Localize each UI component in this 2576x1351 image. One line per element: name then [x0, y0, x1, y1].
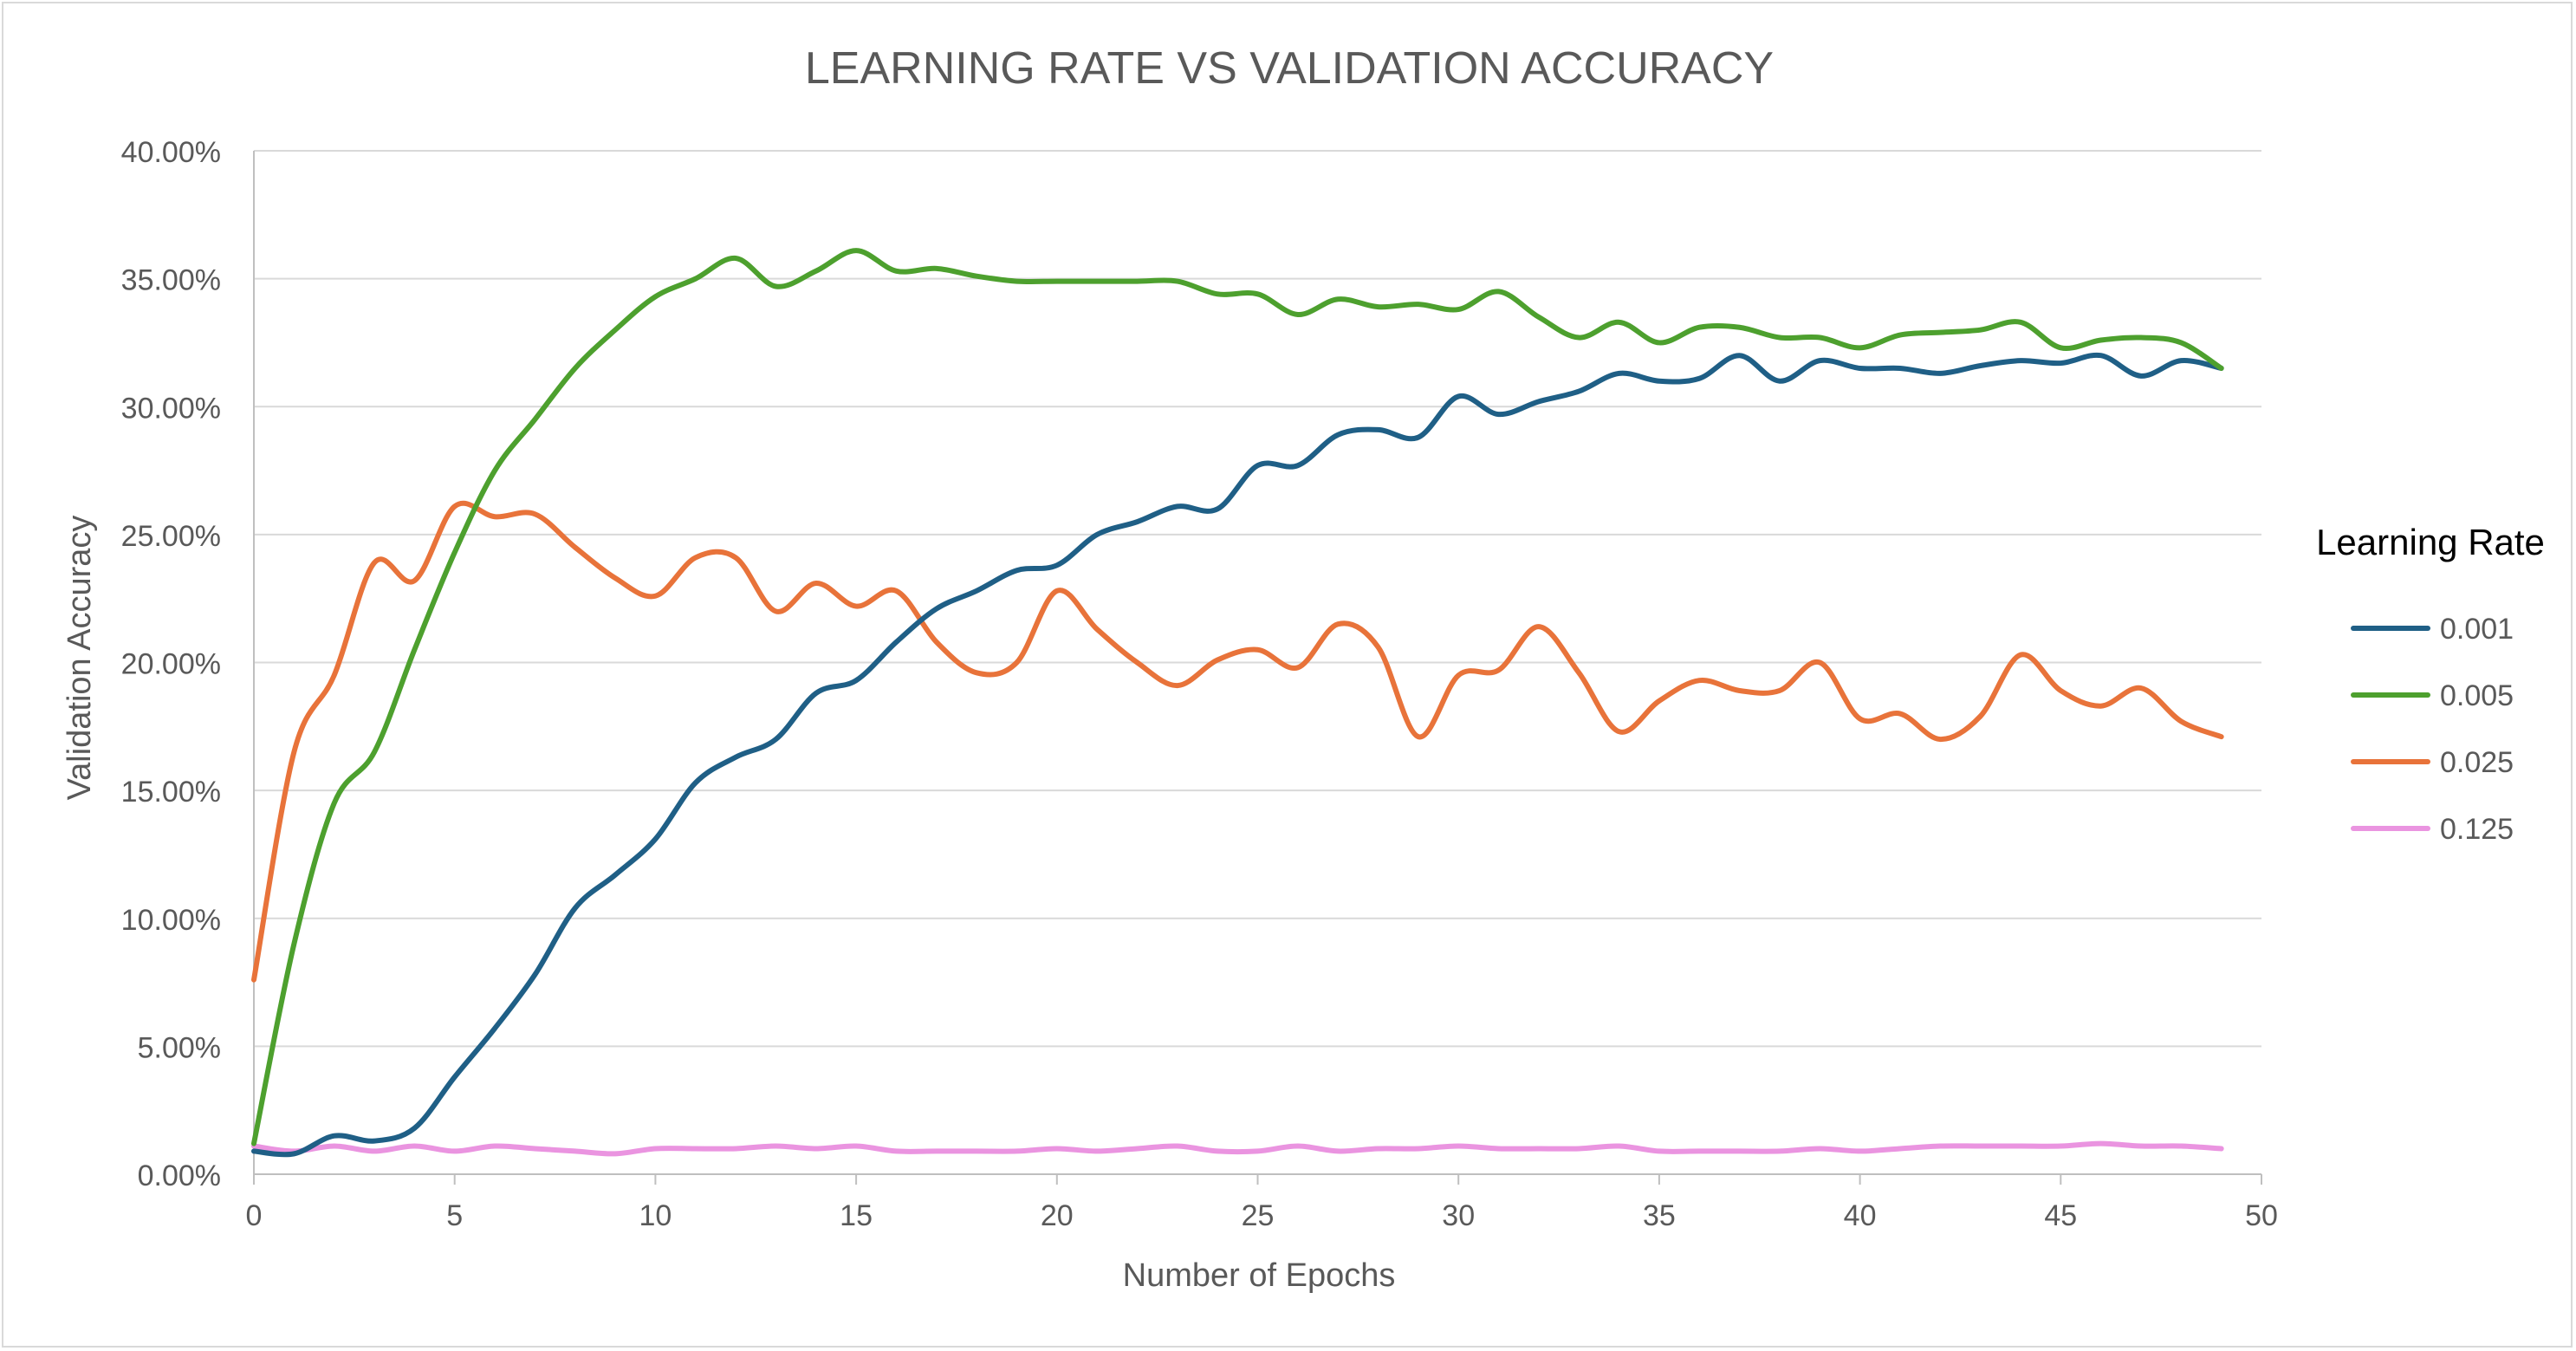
- x-tick-label: 15: [840, 1199, 873, 1232]
- y-tick-label: 40.00%: [121, 136, 221, 169]
- y-tick-label: 25.00%: [121, 520, 221, 553]
- series-line-0-005: [251, 248, 2224, 1146]
- legend-title: Learning Rate: [2316, 522, 2545, 562]
- x-tick-label: 0: [246, 1199, 263, 1232]
- y-tick-label: 30.00%: [121, 392, 221, 425]
- y-tick-label: 10.00%: [121, 904, 221, 937]
- legend-label: 0.025: [2440, 746, 2514, 779]
- x-tick-label: 35: [1643, 1199, 1676, 1232]
- legend-label: 0.005: [2440, 679, 2514, 712]
- series-line-0-125: [251, 1140, 2224, 1157]
- y-axis-label: Validation Accuracy: [62, 516, 98, 801]
- x-tick-label: 50: [2245, 1199, 2278, 1232]
- legend-items: 0.001 0.005 0.025 0.125: [2351, 613, 2514, 846]
- x-tick-labels: 0 5 10 15 20 25 30 35 40 45 50: [246, 1199, 2278, 1232]
- y-tick-label: 35.00%: [121, 264, 221, 297]
- x-tick-label: 20: [1041, 1199, 1074, 1232]
- y-tick-label: 15.00%: [121, 776, 221, 809]
- x-tick-label: 30: [1442, 1199, 1475, 1232]
- gridlines: [254, 150, 2261, 1048]
- legend-label: 0.125: [2440, 813, 2514, 846]
- y-tick-labels: 0.00% 5.00% 10.00% 15.00% 20.00% 25.00% 30.00%…: [121, 136, 221, 1192]
- x-tick-label: 10: [639, 1199, 672, 1232]
- x-tick-label: 25: [1242, 1199, 1275, 1232]
- x-tick-label: 45: [2044, 1199, 2077, 1232]
- chart-title: LEARNING RATE VS VALIDATION ACCURACY: [805, 43, 1774, 94]
- x-axis-label: Number of Epochs: [1123, 1257, 1396, 1294]
- series-line-0-025: [251, 500, 2224, 983]
- series-lines: [251, 248, 2224, 1158]
- axes: [253, 151, 2262, 1185]
- line-chart: 0.00% 5.00% 10.00% 15.00% 20.00% 25.00% 30.00%…: [62, 43, 2545, 1294]
- legend-label: 0.001: [2440, 613, 2514, 646]
- x-tick-label: 40: [1844, 1199, 1877, 1232]
- y-tick-label: 0.00%: [138, 1159, 221, 1192]
- legend: Learning Rate 0.001 0.005 0.025 0.125: [2316, 522, 2545, 846]
- x-tick-label: 5: [446, 1199, 463, 1232]
- y-tick-label: 20.00%: [121, 648, 221, 681]
- series-line-0-001: [251, 352, 2224, 1158]
- y-tick-label: 5.00%: [138, 1031, 221, 1064]
